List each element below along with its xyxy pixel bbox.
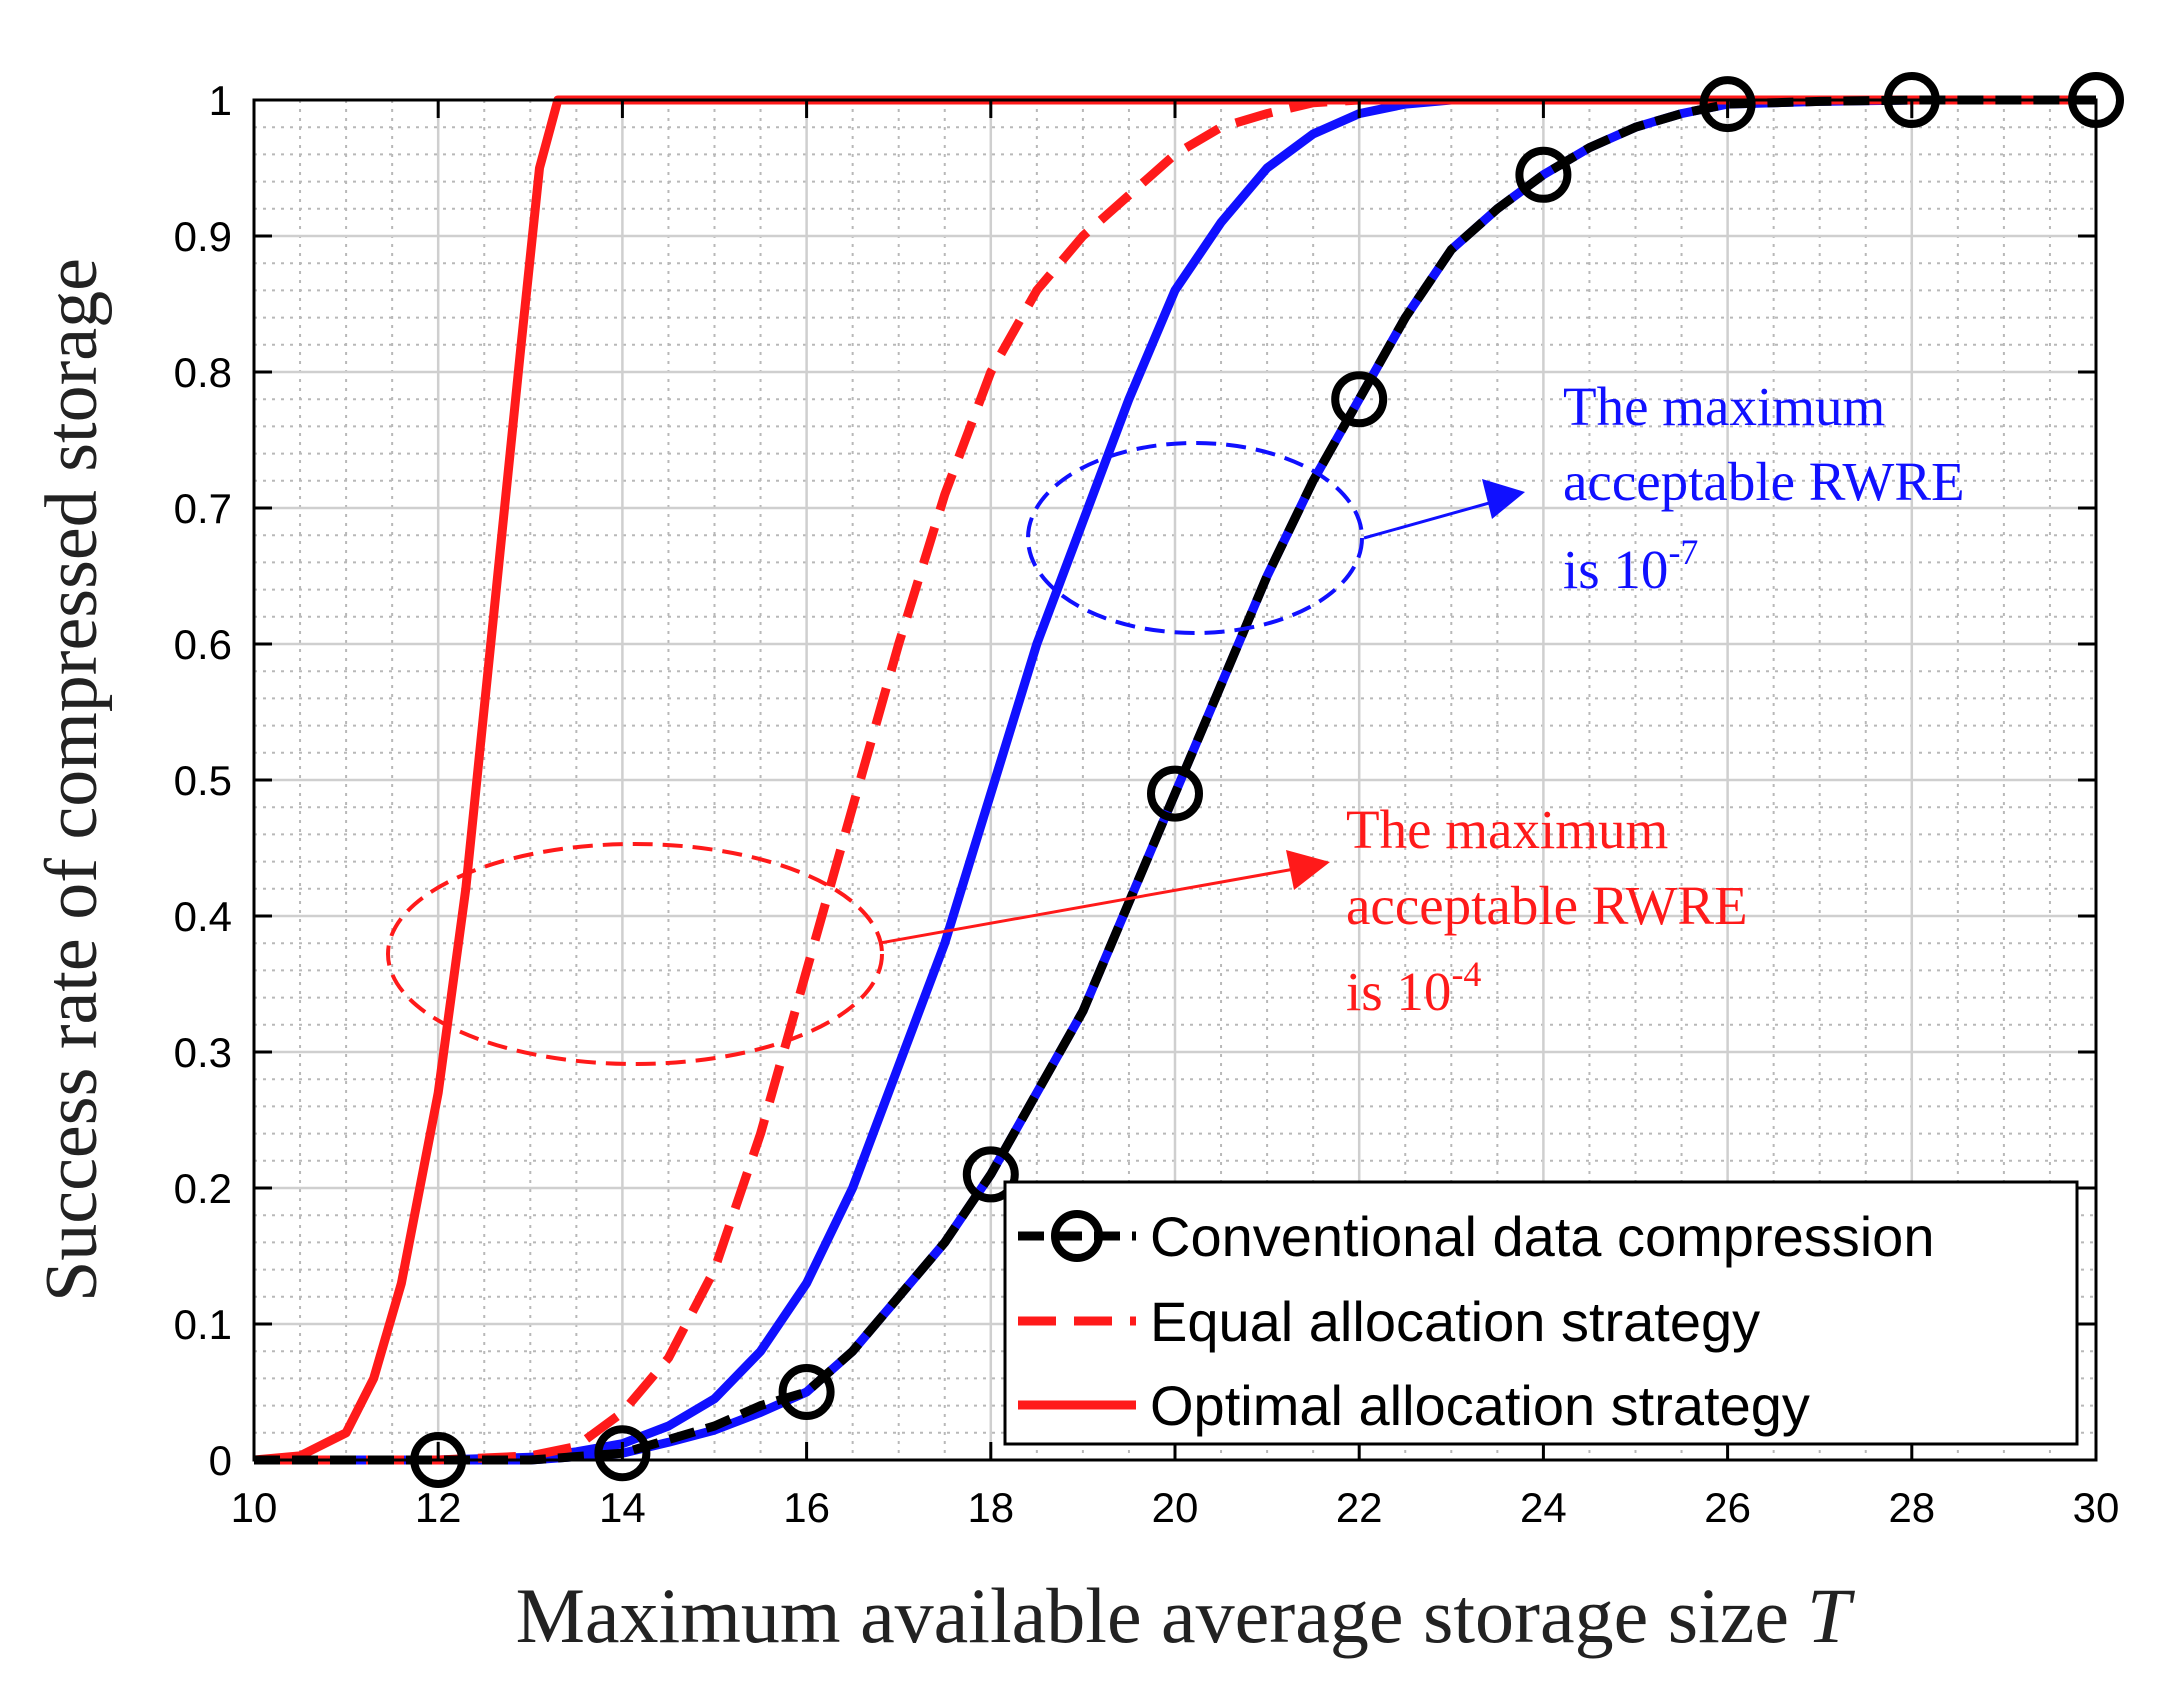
y-tick-label: 0.8: [174, 349, 232, 396]
x-tick-label: 18: [967, 1484, 1014, 1531]
x-tick-label: 30: [2073, 1484, 2120, 1531]
x-tick-label: 14: [599, 1484, 646, 1531]
x-tick-label: 16: [783, 1484, 830, 1531]
x-ticks: 10 12 14 16 18 20 22 24 26 28 30: [231, 100, 2120, 1531]
annotation-blue-text: The maximum acceptable RWRE is 10-7: [1563, 376, 1978, 600]
x-tick-label: 26: [1704, 1484, 1751, 1531]
series-line-0: [254, 95, 2096, 1465]
y-ticks: 0 0.1 0.2 0.3 0.4 0.5 0.6 0.7 0.8 0.9 1: [174, 77, 2096, 1484]
annotation-blue-ellipse: [1026, 441, 1364, 635]
series-marker: [1699, 76, 1756, 133]
annotation-blue-arrow-line: [1363, 498, 1501, 540]
annotation-blue-arrowhead: [1482, 479, 1525, 519]
y-tick-label: 0.5: [174, 757, 232, 804]
annotation-red-ellipse: [386, 842, 884, 1066]
x-tick-label: 24: [1520, 1484, 1567, 1531]
x-axis-title: Maximum available average storage size T: [516, 1572, 1855, 1659]
y-tick-label: 0.6: [174, 621, 232, 668]
y-tick-label: 1: [209, 77, 232, 124]
series-marker: [1147, 765, 1203, 822]
legend-label-equal: Equal allocation strategy: [1150, 1290, 1760, 1353]
x-tick-label: 20: [1152, 1484, 1199, 1531]
series-line-4: [253, 95, 2096, 1465]
y-tick-label: 0.9: [174, 213, 232, 260]
x-tick-label: 22: [1336, 1484, 1383, 1531]
legend-label-conventional: Conventional data compression: [1150, 1205, 1934, 1268]
x-tick-label: 28: [1888, 1484, 1935, 1531]
y-tick-label: 0.2: [174, 1165, 232, 1212]
series-marker: [1331, 371, 1388, 428]
series-marker: [962, 1146, 1019, 1203]
annotation-red-text: The maximum acceptable RWRE is 10-4: [1346, 799, 1761, 1022]
y-tick-label: 0.7: [174, 485, 232, 532]
y-tick-label: 0.4: [174, 893, 232, 940]
legend-box: [1003, 1180, 2079, 1446]
annotation-red-arrow-line: [879, 866, 1301, 945]
legend-item-equal: Equal allocation strategy: [1018, 1290, 1760, 1353]
y-tick-label: 0: [209, 1437, 232, 1484]
y-tick-label: 0.1: [174, 1301, 232, 1348]
legend-item-conventional: Conventional data compression: [1018, 1205, 1934, 1268]
annotation-red: The maximum acceptable RWRE is 10-4: [386, 799, 1761, 1066]
legend-item-optimal: Optimal allocation strategy: [1018, 1374, 1810, 1437]
legend: Conventional data compression Equal allo…: [1003, 1180, 2079, 1446]
annotation-red-arrowhead: [1286, 850, 1330, 890]
series-layer: [253, 95, 2096, 1465]
y-tick-label: 0.3: [174, 1029, 232, 1076]
x-tick-label: 10: [231, 1484, 278, 1531]
x-tick-label: 12: [415, 1484, 462, 1531]
series-line-3: [254, 95, 2096, 1465]
series-marker: [1515, 146, 1572, 203]
series-marker: [594, 1425, 651, 1482]
annotation-blue: The maximum acceptable RWRE is 10-7: [1026, 376, 1978, 635]
series-marker: [778, 1364, 835, 1420]
legend-marker-conventional: [1051, 1210, 1103, 1262]
legend-label-optimal: Optimal allocation strategy: [1150, 1374, 1810, 1437]
y-axis-title: Success rate of compressed storage: [31, 258, 113, 1302]
